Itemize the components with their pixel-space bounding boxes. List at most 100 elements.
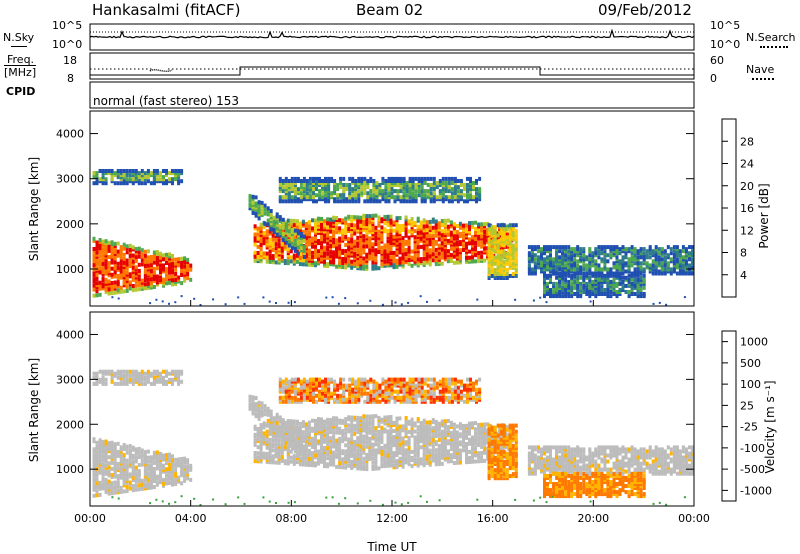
power-cell: [152, 272, 156, 277]
power-cell: [408, 176, 412, 181]
power-cell: [131, 261, 135, 266]
power-cell: [110, 242, 114, 247]
velocity-cell: [162, 477, 165, 482]
velocity-cell: [371, 456, 375, 461]
velocity-cell: [152, 460, 156, 465]
power-cell: [278, 225, 282, 230]
power-cell: [278, 215, 282, 220]
power-cell: [380, 255, 384, 260]
velocity-cell: [289, 439, 293, 444]
power-cell: [327, 191, 331, 196]
power-cell: [387, 199, 391, 204]
power-cell: [621, 245, 625, 250]
power-cell: [437, 251, 441, 256]
power-cell: [278, 227, 282, 232]
power-cell: [469, 187, 472, 192]
power-cell: [159, 270, 162, 274]
velocity-cell: [392, 420, 396, 425]
power-cell: [371, 264, 375, 269]
power-cell: [359, 227, 363, 232]
velocity-cell: [125, 464, 129, 469]
velocity-cell: [107, 491, 111, 496]
velocity-cell: [380, 452, 384, 457]
power-cell: [463, 193, 466, 198]
power-cell: [104, 259, 108, 264]
velocity-cell: [107, 449, 111, 454]
power-cell: [295, 259, 299, 264]
power-cell: [666, 261, 670, 266]
velocity-cell: [392, 429, 396, 433]
power-cell: [266, 222, 270, 227]
power-cell: [416, 230, 420, 235]
power-cell: [499, 272, 503, 276]
velocity-cell: [286, 451, 290, 456]
power-cell: [452, 260, 456, 265]
power-cell: [651, 271, 655, 276]
power-cell: [420, 179, 424, 183]
velocity-cell: [356, 415, 360, 420]
velocity-cell: [377, 466, 381, 471]
power-cell: [411, 179, 415, 183]
power-cell: [465, 223, 468, 228]
power-cell: [338, 240, 342, 245]
velocity-cell: [307, 448, 311, 453]
power-cell: [335, 264, 339, 269]
power-cell: [338, 246, 342, 251]
power-cell: [423, 199, 427, 204]
velocity-cell: [92, 371, 96, 376]
nsearch-tick-top: 10^5: [710, 19, 741, 32]
velocity-cell: [107, 461, 111, 466]
power-cell: [398, 224, 402, 229]
power-cell: [558, 263, 562, 268]
power-cell: [483, 228, 487, 233]
velocity-cell: [104, 369, 108, 374]
velocity-cell: [107, 369, 111, 374]
power-cell: [380, 217, 384, 222]
power-cell: [441, 197, 445, 202]
power-cell: [636, 271, 640, 276]
velocity-cell: [368, 457, 372, 461]
power-cell: [113, 171, 117, 176]
power-cell: [332, 223, 336, 228]
power-cell: [389, 234, 393, 239]
velocity-cell: [371, 418, 375, 423]
power-cell: [612, 253, 616, 258]
power-cell: [329, 221, 333, 226]
power-cell: [573, 247, 577, 252]
power-cell: [359, 215, 363, 220]
power-cell: [314, 240, 317, 245]
velocity-cell: [344, 449, 348, 454]
power-cell: [371, 260, 375, 265]
velocity-cell: [380, 446, 384, 450]
power-cell: [465, 235, 468, 240]
power-cell: [377, 233, 381, 238]
power-cell: [423, 181, 427, 185]
cpid-text: normal (fast stereo) 153: [93, 94, 240, 108]
power-cell: [567, 283, 571, 288]
velocity-cell: [286, 461, 290, 466]
power-cell: [335, 238, 339, 243]
power-cell: [594, 279, 598, 284]
power-cell: [493, 267, 497, 272]
power-cell: [253, 232, 257, 237]
power-cell: [104, 283, 108, 288]
power-cell: [621, 275, 625, 280]
power-cell: [407, 258, 411, 262]
power-cell: [603, 253, 607, 258]
power-cell: [152, 250, 156, 255]
power-cell: [378, 191, 382, 196]
power-cell: [314, 236, 317, 241]
power-cell: [374, 264, 378, 269]
power-cell: [125, 244, 129, 249]
power-cell: [543, 294, 546, 299]
power-cell: [558, 249, 562, 254]
velocity-cell: [125, 444, 129, 449]
velocity-cell: [256, 433, 260, 437]
power-cell: [410, 257, 414, 262]
velocity-cell: [371, 442, 375, 447]
power-cell: [474, 226, 477, 231]
power-cell: [477, 259, 481, 264]
power-cell: [262, 225, 266, 229]
velocity-cell: [386, 449, 390, 454]
power-cell: [452, 238, 456, 243]
